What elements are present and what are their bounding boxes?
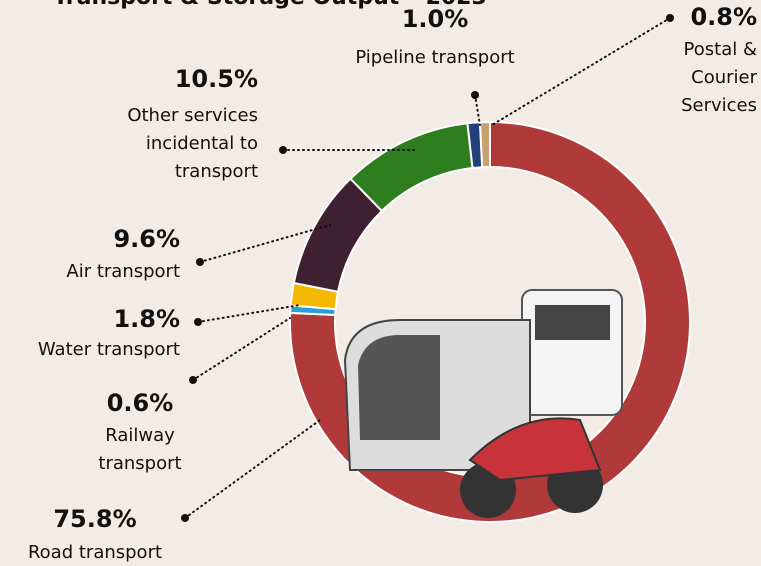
train-window	[358, 335, 440, 440]
leader-dot	[196, 258, 204, 266]
chart: Transport & Storage Output – 2023 75.8%R…	[0, 0, 761, 566]
category-label: Air transport	[66, 261, 180, 282]
value-label: 0.6%	[107, 389, 174, 417]
value-label: 1.0%	[402, 5, 469, 33]
leader-dot	[181, 514, 189, 522]
category-label: Pipeline transport	[355, 47, 514, 68]
category-label: Water transport	[38, 339, 180, 360]
value-label: 10.5%	[175, 65, 258, 93]
value-label: 75.8%	[53, 505, 136, 533]
leader-dot	[666, 14, 674, 22]
value-label: 9.6%	[113, 225, 180, 253]
truck-window	[535, 305, 610, 340]
segment	[480, 122, 490, 167]
category-label: Road transport	[28, 542, 162, 563]
leader-dot	[194, 318, 202, 326]
leader-dot	[189, 376, 197, 384]
value-label: 0.8%	[690, 3, 757, 31]
leader-dot	[471, 91, 479, 99]
leader-dot	[279, 146, 287, 154]
value-label: 1.8%	[113, 305, 180, 333]
